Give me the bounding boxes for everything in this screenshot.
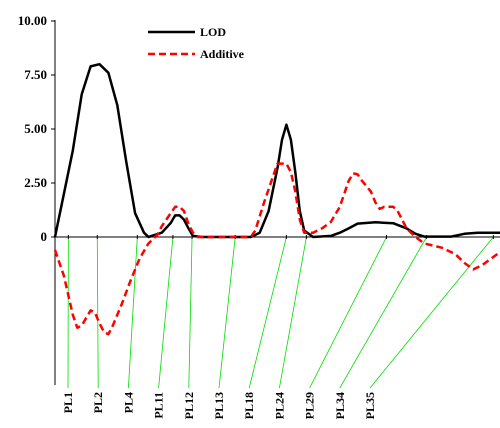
marker-label: PL12 [182,392,196,419]
marker-label: PL35 [363,392,377,419]
legend-label-lod: LOD [200,25,226,39]
marker-line [128,236,138,389]
series-line-lod [53,62,500,239]
legend: LOD Additive [148,25,245,61]
marker-line [188,236,193,389]
marker-line [369,236,494,389]
y-tick-label: 2.50 [24,175,47,190]
marker-label: PL24 [272,392,286,419]
legend-label-additive: Additive [200,47,245,61]
y-tick-label: 10.00 [18,13,47,28]
marker-label: PL1 [61,392,75,413]
marker-label: PL2 [91,392,105,413]
marker-label: PL18 [242,392,256,419]
marker-label: PL13 [212,392,226,419]
marker-line [279,236,307,389]
marker-line [248,236,287,389]
y-tick-label: 7.50 [24,67,47,82]
marker-label: PL11 [152,392,166,419]
series [53,62,500,336]
marker-label: PL29 [303,392,317,419]
marker-line [96,236,99,389]
marker-label: PL4 [121,392,135,413]
series-line-additive [53,162,500,336]
marker-line [309,236,387,389]
y-ticks: 0 2.50 5.00 7.50 10.00 [18,13,55,244]
axes [54,20,500,385]
marker-lines [67,235,494,389]
marker-labels: PL1 PL2 PL4 PL11 PL12 PL13 PL18 PL24 PL29 PL34 PL3… [61,392,377,419]
marker-label: PL34 [333,392,347,419]
marker-line [158,236,174,389]
marker-line [339,236,427,389]
marker-line [218,236,236,389]
y-tick-label: 0 [41,229,48,244]
y-tick-label: 5.00 [24,121,47,136]
